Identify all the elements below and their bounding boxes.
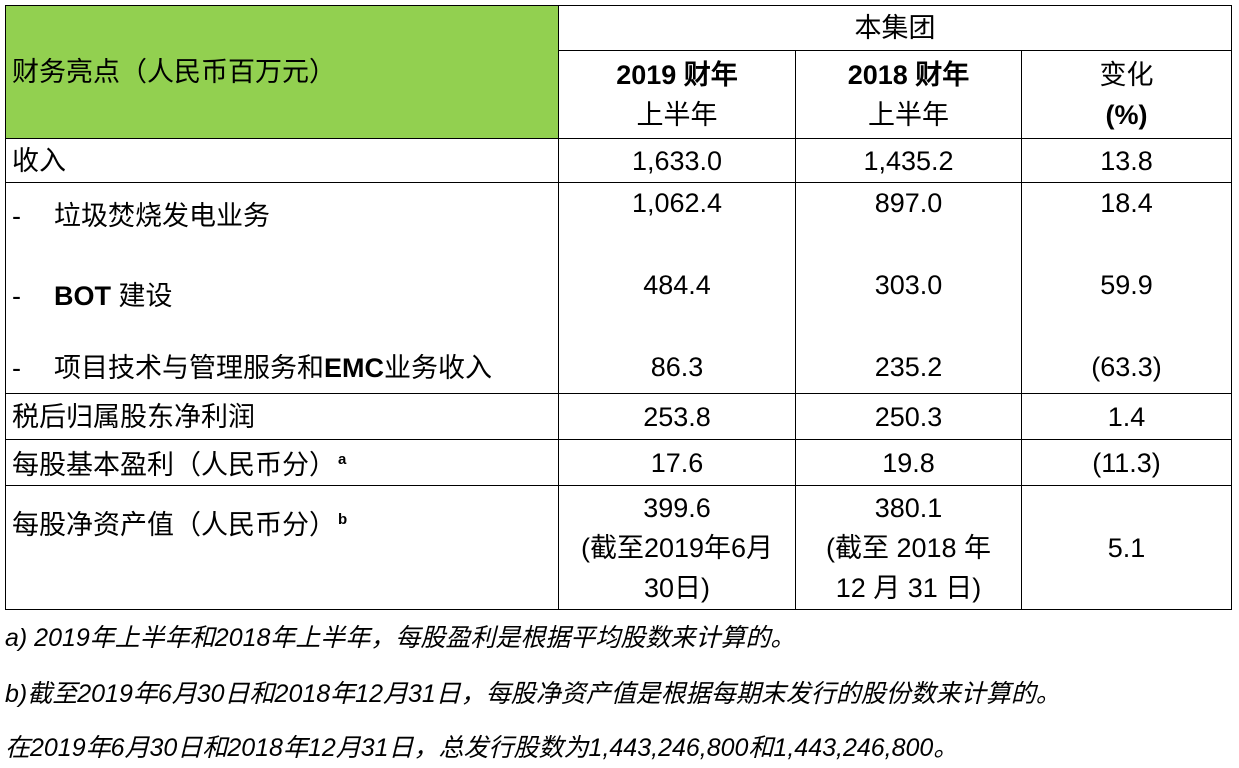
sub-item-label: 建设 [111,281,173,311]
sub-item-label: 垃圾焚烧发电业务 [54,201,270,231]
cell-2019: 86.3 [650,352,704,382]
col-2019-line2: 上半年 [636,99,718,130]
cell-2019: 17.6 [558,439,796,486]
cell-2018: 380.1 (截至 2018 年 12 月 31 日) [795,485,1022,610]
sub-item-label: 项目技术与管理服务和 [54,353,324,383]
sub-item: - 项目技术与管理服务和EMC业务收入 [12,343,552,393]
sub-items-cell: - 垃圾焚烧发电业务 - BOT 建设 - 项目技术与管理服务和EMC业务收入 [5,182,559,394]
table-row: 税后归属股东净利润 253.8 250.3 1.4 [5,393,1233,440]
cell-2019-value: 399.6 [643,492,711,523]
row-label-cell: 每股基本盈利（人民币分） a [5,439,559,486]
sub-item-label-tail: 业务收入 [384,353,492,383]
cell-2019: 1,062.4 [631,188,723,218]
col-change-header: 变化 (%) [1020,50,1233,139]
header-label-cell: 财务亮点（人民币百万元） [5,5,559,139]
footnote-c: 在2019年6月30日和2018年12月31日，总发行股数为1,443,246,… [5,734,959,762]
table-row: 每股基本盈利（人民币分） a 17.6 19.8 (11.3) [5,439,1233,486]
cell-2019: 253.8 [558,393,796,440]
cell-change: (11.3) [1020,439,1233,486]
cell-change-stack: 18.4 59.9 (63.3) [1020,182,1233,394]
row-label: 每股基本盈利（人民币分） [12,450,336,480]
sub-item-label-bold: BOT [54,281,111,311]
row-label: 收入 [5,138,559,183]
cell-change: 59.9 [1100,270,1153,300]
group-header: 本集团 [557,5,1233,51]
cell-change: 18.4 [1100,188,1153,218]
footnote-marker: b [338,511,348,528]
cell-2019: 399.6 (截至2019年6月 30日) [558,485,796,610]
cell-2018-stack: 897.0 303.0 235.2 [795,182,1022,394]
financial-highlights-table: 财务亮点（人民币百万元） 本集团 2019 财年 上半年 2018 财年 上半年… [5,5,1233,610]
footnote-b: b)截至2019年6月30日和2018年12月31日，每股净资产值是根据每期末发… [5,680,1061,708]
col-2018-line2: 上半年 [868,99,949,130]
cell-2018: 303.0 [874,270,943,300]
sub-item-label-bold: EMC [324,353,384,383]
cell-2018: 235.2 [874,352,943,382]
cell-2019-note: (截至2019年6月 [580,532,774,563]
col-2018-header: 2018 财年 上半年 [795,50,1022,139]
cell-2018-value: 380.1 [874,492,943,523]
cell-2019: 1,633.0 [558,138,796,183]
col-2019-header: 2019 财年 上半年 [558,50,796,139]
cell-2018: 19.8 [795,439,1022,486]
col-change-line1: 变化 [1099,59,1154,90]
cell-2018: 250.3 [795,393,1022,440]
cell-2018: 1,435.2 [795,138,1022,183]
sub-dash: - [12,281,21,311]
footnote-a: a) 2019年上半年和2018年上半年，每股盈利是根据平均股数来计算的。 [5,624,796,652]
row-label: 每股净资产值（人民币分） [12,510,336,540]
cell-2018-note-end: 12 月 31 日) [835,572,982,603]
sub-dash: - [12,201,21,231]
sub-item: - 垃圾焚烧发电业务 [12,191,552,241]
cell-2019-note-end: 30日) [643,572,711,603]
row-label-cell: 每股净资产值（人民币分） b [5,485,559,610]
footnote-marker: a [338,451,347,468]
cell-change: (63.3) [1091,352,1162,382]
cell-2019-stack: 1,062.4 484.4 86.3 [558,182,796,394]
header-label: 财务亮点（人民币百万元） [12,57,336,87]
col-2019-line1: 2019 财年 [616,59,738,90]
cell-2018-note: (截至 2018 年 [825,532,992,563]
table-row: 收入 1,633.0 1,435.2 13.8 [5,138,1233,183]
cell-2019: 484.4 [643,270,711,300]
table-row: 每股净资产值（人民币分） b 399.6 (截至2019年6月 30日) 380.… [5,485,1233,610]
cell-change: 1.4 [1020,393,1233,440]
col-2018-line1: 2018 财年 [847,59,970,90]
table-row: - 垃圾焚烧发电业务 - BOT 建设 - 项目技术与管理服务和EMC业务收入 … [5,182,1233,394]
cell-2018: 897.0 [874,188,943,218]
sub-item: - BOT 建设 [12,271,552,321]
row-label: 税后归属股东净利润 [5,393,559,440]
cell-change: 5.1 [1020,485,1233,610]
sub-dash: - [12,353,21,383]
col-change-line2: (%) [1105,99,1148,130]
cell-change: 13.8 [1020,138,1233,183]
